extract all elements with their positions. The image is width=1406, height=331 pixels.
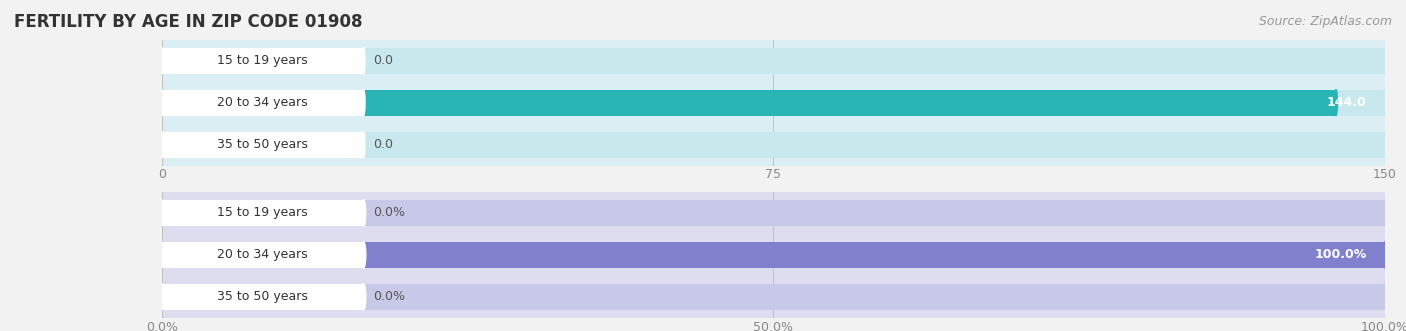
Ellipse shape (160, 90, 163, 116)
Bar (162, 131, 364, 158)
Bar (162, 48, 364, 74)
Text: 0.0: 0.0 (374, 54, 394, 67)
Ellipse shape (361, 90, 366, 116)
Ellipse shape (159, 200, 165, 226)
Ellipse shape (361, 200, 366, 226)
Ellipse shape (1384, 131, 1386, 158)
Text: 100.0%: 100.0% (1315, 248, 1367, 261)
Bar (162, 131, 1385, 158)
Text: 20 to 34 years: 20 to 34 years (218, 96, 308, 109)
Text: 0.0%: 0.0% (374, 207, 405, 219)
Ellipse shape (160, 48, 163, 74)
Ellipse shape (160, 90, 163, 116)
Bar (162, 242, 1385, 268)
Text: 144.0: 144.0 (1327, 96, 1367, 109)
Bar (162, 242, 364, 268)
Ellipse shape (159, 242, 165, 268)
Ellipse shape (160, 131, 163, 158)
Bar (162, 90, 364, 116)
Bar (162, 48, 1385, 74)
Text: 15 to 19 years: 15 to 19 years (218, 54, 308, 67)
Bar (162, 242, 1385, 268)
Ellipse shape (1382, 284, 1388, 310)
Text: 35 to 50 years: 35 to 50 years (217, 138, 308, 151)
Text: FERTILITY BY AGE IN ZIP CODE 01908: FERTILITY BY AGE IN ZIP CODE 01908 (14, 13, 363, 31)
Ellipse shape (159, 242, 165, 268)
Text: 15 to 19 years: 15 to 19 years (218, 207, 308, 219)
Ellipse shape (159, 242, 165, 268)
Ellipse shape (1382, 242, 1388, 268)
Ellipse shape (160, 48, 163, 74)
Bar (162, 90, 1336, 116)
Ellipse shape (160, 90, 163, 116)
Ellipse shape (160, 131, 163, 158)
Ellipse shape (361, 131, 366, 158)
Text: 35 to 50 years: 35 to 50 years (217, 290, 308, 303)
Text: 20 to 34 years: 20 to 34 years (218, 248, 308, 261)
Bar (162, 284, 1385, 310)
Bar (162, 284, 364, 310)
Bar (162, 200, 364, 226)
Ellipse shape (361, 242, 366, 268)
Bar (162, 200, 1385, 226)
Text: 0.0: 0.0 (374, 138, 394, 151)
Ellipse shape (361, 284, 366, 310)
Ellipse shape (1334, 90, 1337, 116)
Ellipse shape (1384, 48, 1386, 74)
Ellipse shape (159, 284, 165, 310)
Text: 0.0%: 0.0% (374, 290, 405, 303)
Ellipse shape (361, 48, 366, 74)
Text: Source: ZipAtlas.com: Source: ZipAtlas.com (1258, 15, 1392, 28)
Ellipse shape (159, 284, 165, 310)
Ellipse shape (159, 200, 165, 226)
Ellipse shape (1382, 242, 1388, 268)
Ellipse shape (1382, 200, 1388, 226)
Bar (162, 90, 1385, 116)
Ellipse shape (1384, 90, 1386, 116)
